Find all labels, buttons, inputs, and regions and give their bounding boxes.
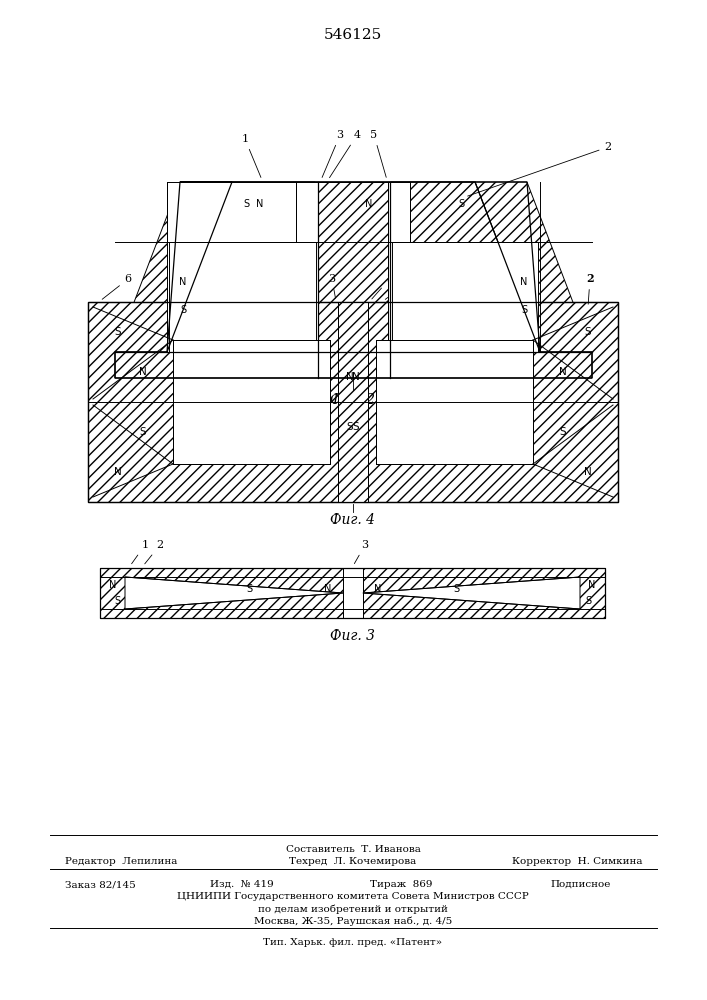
Text: ЦНИИПИ Государственного комитета Совета Министров СССР: ЦНИИПИ Государственного комитета Совета … <box>177 892 529 901</box>
Polygon shape <box>363 577 580 609</box>
Text: S: S <box>246 584 252 594</box>
Text: S: S <box>180 305 186 315</box>
Text: N: N <box>257 199 264 209</box>
Text: 1: 1 <box>241 134 261 177</box>
Text: S: S <box>114 596 120 606</box>
Text: 3: 3 <box>372 273 394 299</box>
Polygon shape <box>318 182 390 378</box>
Text: 2: 2 <box>145 540 163 564</box>
Text: S: S <box>585 596 591 606</box>
Text: N: N <box>352 372 360 382</box>
Bar <box>376 340 533 464</box>
Text: S: S <box>458 199 464 209</box>
Bar <box>100 568 605 618</box>
Bar <box>88 302 618 502</box>
Text: N: N <box>520 277 527 287</box>
Text: N: N <box>559 367 567 377</box>
Text: N: N <box>374 584 382 594</box>
Text: S: S <box>585 327 591 337</box>
Text: S: S <box>140 427 146 437</box>
Polygon shape <box>125 577 343 609</box>
Polygon shape <box>475 182 592 352</box>
Text: N: N <box>588 580 596 590</box>
Bar <box>296 182 318 352</box>
Text: Составитель  Т. Иванова: Составитель Т. Иванова <box>286 845 421 854</box>
Bar <box>388 182 410 352</box>
Polygon shape <box>115 182 232 352</box>
Bar <box>88 302 618 502</box>
Text: S: S <box>560 427 566 437</box>
Text: Тираж  869: Тираж 869 <box>370 880 433 889</box>
Text: 3: 3 <box>329 274 336 298</box>
Text: 1: 1 <box>175 274 189 299</box>
Text: 3: 3 <box>354 540 368 564</box>
Text: Корректор  Н. Симкина: Корректор Н. Симкина <box>511 857 642 866</box>
Text: N: N <box>346 372 354 382</box>
Bar <box>343 568 363 618</box>
Polygon shape <box>391 182 540 352</box>
Polygon shape <box>167 182 315 352</box>
Text: Фиг. 3: Фиг. 3 <box>330 629 375 643</box>
Bar <box>169 241 316 352</box>
Text: S: S <box>353 422 359 432</box>
Text: 3: 3 <box>322 130 344 177</box>
Text: S: S <box>521 305 527 315</box>
Polygon shape <box>115 352 592 378</box>
Text: Заказ 82/145: Заказ 82/145 <box>65 880 136 889</box>
Text: Тип. Харьк. фил. пред. «Патент»: Тип. Харьк. фил. пред. «Патент» <box>264 938 443 947</box>
Text: 6: 6 <box>103 274 132 299</box>
Bar <box>392 241 538 352</box>
Text: N: N <box>180 277 187 287</box>
Text: 1: 1 <box>132 540 148 564</box>
Text: N: N <box>114 467 122 477</box>
Bar <box>167 182 318 352</box>
Text: 5: 5 <box>370 130 386 177</box>
Text: S: S <box>346 422 354 432</box>
Text: S: S <box>243 199 249 209</box>
Text: Подписное: Подписное <box>550 880 610 889</box>
Text: 2: 2 <box>586 273 594 304</box>
Text: Москва, Ж-35, Раушская наб., д. 4/5: Москва, Ж-35, Раушская наб., д. 4/5 <box>254 916 452 926</box>
Text: S: S <box>453 584 459 594</box>
Text: 2: 2 <box>467 142 612 196</box>
Bar <box>173 340 330 464</box>
Text: 4: 4 <box>385 273 418 299</box>
Text: Техред  Л. Кочемирова: Техред Л. Кочемирова <box>289 857 416 866</box>
Text: 546125: 546125 <box>324 28 382 42</box>
Text: N: N <box>139 367 147 377</box>
Text: S: S <box>115 327 122 337</box>
Text: по делам изобретений и открытий: по делам изобретений и открытий <box>258 904 448 914</box>
Text: Фиг. 4: Фиг. 4 <box>330 513 375 527</box>
Bar <box>338 302 368 502</box>
Text: Фиг. 2: Фиг. 2 <box>330 393 375 407</box>
Text: 4: 4 <box>329 130 361 178</box>
Text: N: N <box>584 467 592 477</box>
Text: Изд.  № 419: Изд. № 419 <box>210 880 274 889</box>
Text: Редактор  Лепилина: Редактор Лепилина <box>65 857 177 866</box>
Text: N: N <box>366 199 373 209</box>
Bar <box>100 568 605 618</box>
Text: N: N <box>325 584 332 594</box>
Text: N: N <box>110 580 117 590</box>
